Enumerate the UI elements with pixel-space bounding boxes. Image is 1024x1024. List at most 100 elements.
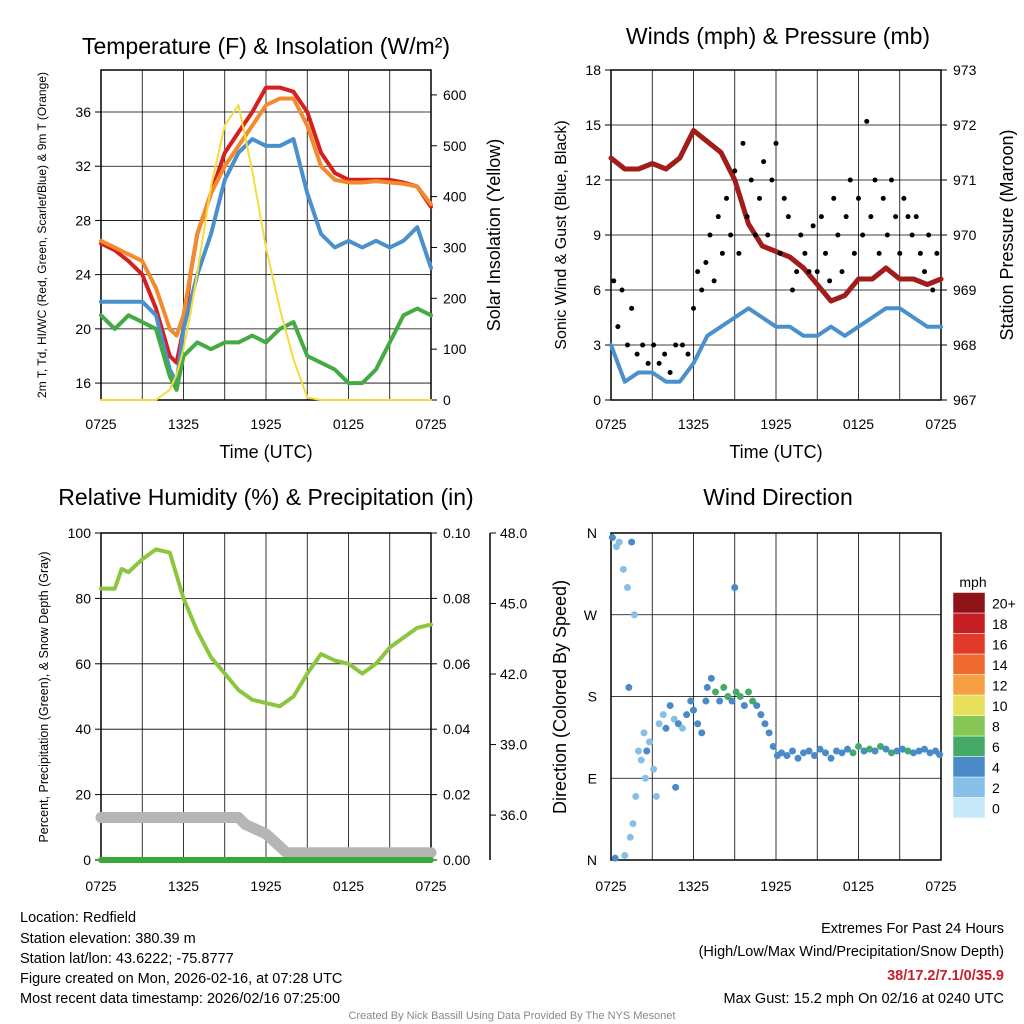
gust-point: [884, 232, 890, 238]
gust-point: [831, 195, 837, 201]
direction-point: [740, 702, 748, 710]
gust-point: [794, 269, 800, 275]
x-tick-label: 0725: [925, 878, 956, 894]
legend-swatch: [952, 735, 986, 757]
gust-point: [893, 214, 899, 220]
direction-point: [707, 674, 715, 682]
y2-tick-label: 969: [953, 282, 977, 298]
lat-lon: Station lat/lon: 43.6222; -75.8777: [20, 951, 234, 967]
y-tick-label: 9: [593, 227, 601, 243]
gust-point: [740, 140, 746, 146]
gust-point: [823, 250, 828, 256]
x-tick-label: 0125: [843, 878, 874, 894]
gust-point: [818, 214, 824, 220]
y-tick-label: N: [587, 852, 597, 868]
gust-point: [843, 214, 849, 220]
legend-label: 14: [992, 657, 1008, 673]
x-tick-label: 1925: [760, 878, 791, 894]
x-tick-label: 0125: [333, 416, 364, 432]
direction-point: [789, 747, 796, 755]
series-solar: [100, 104, 432, 401]
gust-point: [625, 342, 630, 348]
gust-point: [619, 287, 625, 293]
gust-point: [856, 195, 861, 201]
x-tick-label: 1925: [760, 416, 791, 432]
legend-swatch: [952, 797, 986, 819]
gust-point: [897, 250, 903, 256]
gust-point: [640, 342, 646, 348]
direction-point: [646, 738, 653, 746]
gust-point: [851, 250, 857, 256]
y3-tick-label: 39.0: [500, 737, 527, 753]
direction-point: [769, 742, 777, 750]
y2-tick-label: 0.06: [443, 656, 470, 672]
direction-point: [619, 565, 627, 573]
legend-label: 20+: [992, 596, 1016, 612]
direction-point: [712, 688, 719, 696]
series-hi-wc: [99, 137, 433, 386]
direction-point: [629, 820, 637, 828]
legend-label: 4: [992, 760, 1000, 776]
gust-point: [757, 195, 762, 201]
wind-ylabel: Sonic Wind & Gust (Blue, Black): [553, 120, 570, 349]
legend-swatch: [952, 633, 986, 655]
gust-point: [765, 232, 771, 238]
legend-swatch: [952, 756, 986, 778]
direction-point: [683, 711, 691, 719]
y2-tick-label: 600: [443, 87, 467, 103]
gust-point: [934, 250, 940, 256]
gust-point: [707, 232, 713, 238]
temp-panel-title: Temperature (F) & Insolation (W/m²): [82, 33, 450, 59]
legend-swatch: [952, 592, 986, 614]
y-tick-label: W: [584, 607, 598, 623]
y-tick-label: N: [587, 525, 597, 541]
y-tick-label: 28: [75, 212, 91, 228]
direction-point: [866, 745, 873, 753]
direction-point: [655, 720, 663, 728]
direction-point: [877, 742, 884, 750]
direction-point: [625, 683, 633, 691]
direction-point: [926, 749, 934, 757]
gust-point: [715, 214, 721, 220]
y-tick-label: E: [588, 770, 597, 786]
gust-point: [724, 195, 729, 201]
direction-point: [794, 754, 802, 762]
series-snow-depth: [95, 812, 437, 859]
y-tick-label: 40: [75, 721, 91, 737]
series-pressure: [608, 128, 944, 304]
series-relative-humidity: [99, 547, 433, 709]
direction-point: [783, 752, 791, 760]
gust-point: [872, 177, 878, 183]
direction-point: [816, 745, 824, 753]
y2-tick-label: 971: [953, 172, 977, 188]
y-tick-label: 0: [83, 852, 91, 868]
direction-point: [728, 697, 736, 705]
y-tick-label: 0: [593, 392, 601, 408]
gust-point: [615, 324, 621, 330]
direction-point: [720, 683, 728, 691]
direction-point: [827, 754, 835, 762]
x-tick-label: 0725: [925, 416, 956, 432]
temp-ylabel: 2m T, Td, HI/WC (Red, Green, Scarlet/Blu…: [35, 72, 49, 398]
gust-point: [761, 159, 767, 165]
direction-point: [628, 538, 636, 546]
gust-point: [611, 278, 617, 284]
direction-point: [641, 774, 649, 782]
direction-point: [630, 611, 638, 619]
direction-point: [637, 756, 645, 764]
direction-point: [936, 751, 944, 759]
y2-tick-label: 0.04: [443, 721, 470, 737]
y-tick-label: 12: [585, 172, 601, 188]
wind-y2label: Station Pressure (Maroon): [997, 129, 1017, 340]
direction-point: [690, 706, 697, 714]
gust-point: [695, 269, 701, 275]
series-9m-t: [99, 96, 433, 338]
gust-point: [864, 118, 870, 124]
legend-label: 18: [992, 616, 1008, 632]
direction-point: [749, 697, 757, 705]
temp-xlabel: Time (UTC): [219, 442, 312, 462]
y2-tick-label: 200: [443, 290, 467, 306]
gust-point: [917, 250, 923, 256]
gust-point: [913, 214, 919, 220]
